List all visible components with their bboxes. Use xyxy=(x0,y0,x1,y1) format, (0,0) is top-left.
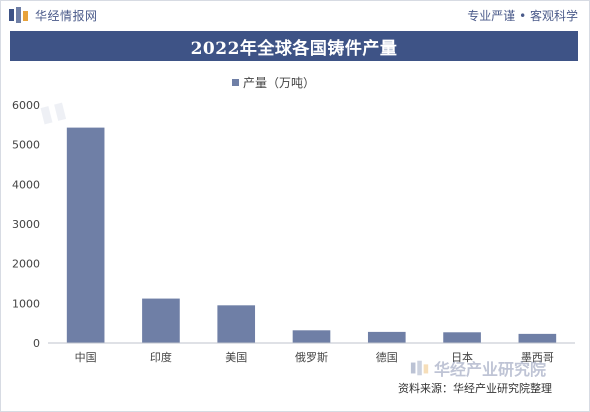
bottom-watermark-logo: 华经产业研究院 xyxy=(410,356,546,380)
watermark-logo-icon xyxy=(410,360,429,376)
bar-series xyxy=(66,127,557,343)
bar xyxy=(66,127,105,343)
x-tick-label: 墨西哥 xyxy=(521,351,554,364)
y-tick-label: 4000 xyxy=(12,178,40,191)
watermark-brand: 华经产业研究院 xyxy=(434,360,547,379)
y-tick-label: 1000 xyxy=(12,297,40,310)
legend-swatch xyxy=(232,79,239,86)
y-tick-label: 6000 xyxy=(12,99,40,112)
x-tick-label: 俄罗斯 xyxy=(295,351,328,364)
top-bar: 华经情报网 专业严谨 • 客观科学 xyxy=(0,0,588,30)
legend-label: 产量（万吨） xyxy=(243,76,316,90)
y-axis: 0 1000 2000 3000 4000 5000 6000 xyxy=(12,99,40,350)
y-tick-label: 2000 xyxy=(12,258,40,271)
chart-title: 2022年全球各国铸件产量 xyxy=(190,38,398,59)
data-source: 资料来源：华经产业研究院整理 xyxy=(398,382,552,395)
brand-name: 华经情报网 xyxy=(35,8,98,23)
bar xyxy=(367,331,406,343)
x-tick-label: 日本 xyxy=(451,350,473,364)
x-tick-label: 印度 xyxy=(150,350,172,364)
y-tick-label: 0 xyxy=(33,337,40,350)
chart-legend: 产量（万吨） xyxy=(232,74,315,91)
brand-logo-icon xyxy=(9,7,28,23)
y-tick-label: 3000 xyxy=(12,218,40,231)
brand: 华经情报网 xyxy=(8,6,98,24)
tagline: 专业严谨 • 客观科学 xyxy=(467,8,578,23)
x-tick-label: 中国 xyxy=(75,351,97,364)
bar xyxy=(518,333,557,343)
x-axis: 中国 印度 美国 俄罗斯 德国 日本 墨西哥 xyxy=(48,342,575,364)
y-tick-label: 5000 xyxy=(12,139,40,152)
chart-title-bar: 2022年全球各国铸件产量 xyxy=(10,31,578,61)
bar xyxy=(217,305,256,343)
x-tick-label: 德国 xyxy=(376,350,398,364)
bar xyxy=(443,332,481,343)
bar xyxy=(142,298,180,343)
bar xyxy=(292,330,331,343)
x-tick-label: 美国 xyxy=(225,351,247,364)
